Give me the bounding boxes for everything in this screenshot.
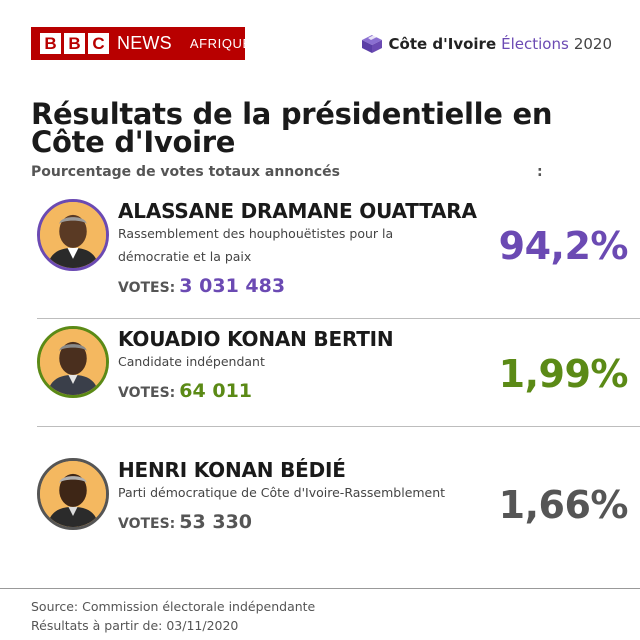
candidate-votes: VOTES: 53 330 — [118, 511, 252, 533]
badge-elections: Élections — [501, 35, 569, 53]
portrait-bertin — [40, 329, 106, 395]
logo-region-text: AFRIQUE — [189, 36, 252, 51]
votes-value: 64 011 — [179, 380, 253, 402]
votes-value: 3 031 483 — [179, 275, 286, 297]
candidate-votes: VOTES: 3 031 483 — [118, 275, 285, 297]
candidate-party: Candidate indépendant — [118, 354, 265, 369]
logo-news-text: NEWS — [117, 33, 172, 53]
avatar-bertin — [37, 326, 109, 398]
row-divider — [37, 318, 640, 319]
candidate-party: Rassemblement des houphouëtistes pour la… — [118, 226, 394, 264]
page-title: Résultats de la présidentielle en Côte d… — [31, 97, 553, 159]
candidate-name: HENRI KONAN BÉDIÉ — [118, 458, 346, 482]
candidate-percent: 1,66% — [498, 483, 629, 527]
badge-year: 2020 — [573, 35, 612, 53]
votes-value: 53 330 — [179, 511, 253, 533]
avatar-ouattara — [37, 199, 109, 271]
election-badge: Côte d'Ivoire Élections 2020 — [361, 34, 612, 54]
candidate-percent: 1,99% — [498, 352, 629, 396]
footer-divider — [0, 588, 640, 589]
portrait-bedie — [40, 461, 106, 527]
votes-label: VOTES: — [118, 385, 176, 401]
bbc-blocks: B B C — [40, 33, 109, 54]
bbc-block-b2: B — [64, 33, 85, 54]
bbc-block-c: C — [88, 33, 109, 54]
row-divider — [37, 426, 640, 427]
bbc-block-b1: B — [40, 33, 61, 54]
portrait-ouattara — [40, 202, 106, 268]
candidate-percent: 94,2% — [498, 224, 629, 268]
candidate-party: Parti démocratique de Côte d'Ivoire-Rass… — [118, 485, 446, 500]
avatar-bedie — [37, 458, 109, 530]
candidate-votes: VOTES: 64 011 — [118, 380, 252, 402]
footer-date: Résultats à partir de: 03/11/2020 — [31, 618, 239, 633]
candidate-name: KOUADIO KONAN BERTIN — [118, 327, 394, 351]
bbc-news-afrique-logo[interactable]: B B C NEWS AFRIQUE — [31, 27, 251, 60]
ballot-box-icon — [361, 35, 382, 53]
badge-country: Côte d'Ivoire — [388, 35, 497, 53]
footer: Source: Commission électorale indépendan… — [31, 597, 315, 635]
candidate-name: ALASSANE DRAMANE OUATTARA — [118, 199, 477, 223]
page-subtitle: Pourcentage de votes totaux annoncés — [31, 164, 340, 180]
votes-label: VOTES: — [118, 516, 176, 532]
votes-label: VOTES: — [118, 280, 176, 296]
subtitle-suffix: : — [537, 164, 543, 180]
footer-source: Source: Commission électorale indépendan… — [31, 599, 316, 614]
